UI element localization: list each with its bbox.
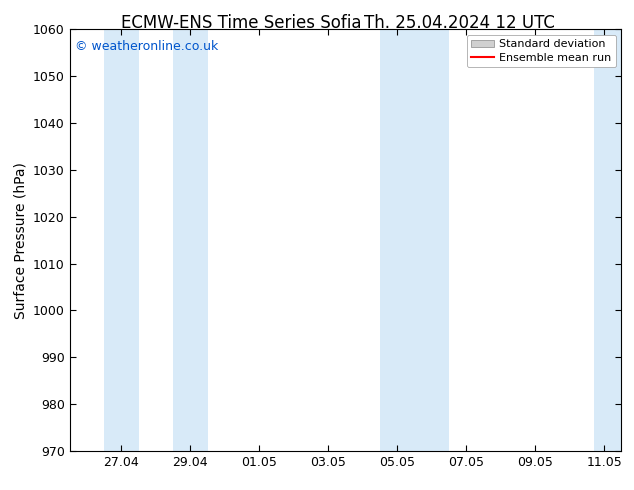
Bar <box>415 29 449 451</box>
Bar <box>380 29 415 451</box>
Bar <box>104 29 139 451</box>
Y-axis label: Surface Pressure (hPa): Surface Pressure (hPa) <box>13 162 27 318</box>
Bar <box>173 29 207 451</box>
Text: © weatheronline.co.uk: © weatheronline.co.uk <box>75 40 219 53</box>
Text: Th. 25.04.2024 12 UTC: Th. 25.04.2024 12 UTC <box>364 14 555 32</box>
Legend: Standard deviation, Ensemble mean run: Standard deviation, Ensemble mean run <box>467 35 616 67</box>
Text: ECMW-ENS Time Series Sofia: ECMW-ENS Time Series Sofia <box>120 14 361 32</box>
Bar <box>593 29 621 451</box>
